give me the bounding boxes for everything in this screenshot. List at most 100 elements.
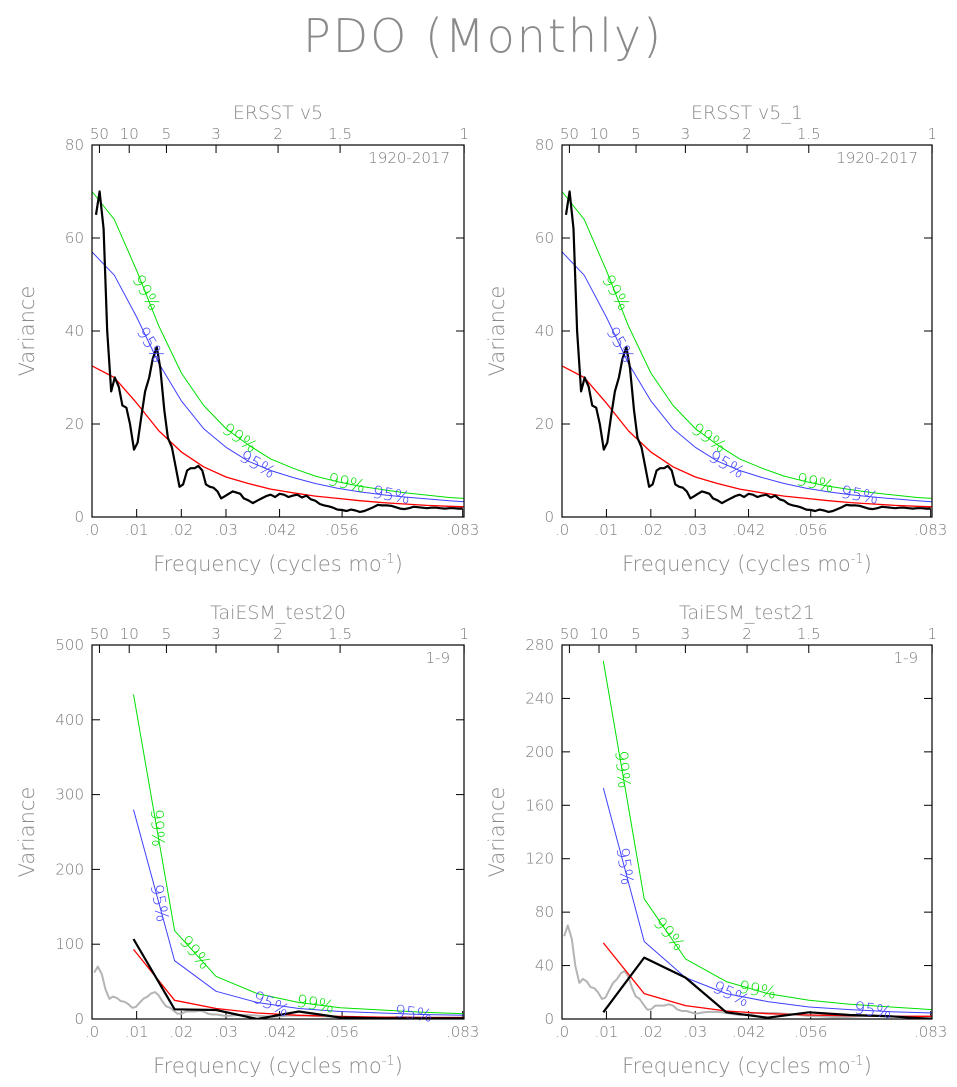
- y-tick-label: 200: [525, 743, 554, 761]
- confidence-label-99: 99%: [295, 991, 336, 1017]
- confidence-label-95: 95%: [705, 447, 748, 483]
- confidence-label-95: 95%: [612, 846, 637, 886]
- y-tick-label: 0: [544, 1010, 554, 1028]
- plot-area: [93, 694, 464, 1019]
- series-conf99: [602, 660, 932, 1011]
- y-tick-label: 100: [55, 935, 84, 953]
- confidence-label-99: 99%: [597, 272, 633, 315]
- period-tick-label: 1: [927, 625, 937, 643]
- x-tick-label: .0: [85, 1023, 99, 1041]
- x-axis-title: Frequency (cycles mo-1): [622, 1054, 872, 1078]
- x-tick-label: .0: [555, 1023, 569, 1041]
- x-axis-title: Frequency (cycles mo-1): [622, 552, 872, 576]
- panel-3: TaiESM_test20 1-9 .0 .01 .02 .03 .042 .056 .083 5…: [15, 602, 479, 1078]
- period-tick-label: 1: [927, 125, 937, 143]
- confidence-label-99: 99%: [795, 470, 836, 497]
- confidence-label-95: 95%: [602, 324, 638, 367]
- confidence-label-99: 99%: [146, 809, 167, 847]
- y-tick-label: 160: [525, 796, 554, 814]
- series-spectrum: [602, 956, 932, 1019]
- plot-frame: [561, 144, 933, 518]
- period-tick-label: 1: [459, 125, 469, 143]
- panel-2: ERSST v5_1 1920-2017 .0 .01 .02 .03 .042 .056 .0…: [485, 102, 947, 576]
- x-tick-label: .0: [85, 521, 99, 539]
- x-axis-title: Frequency (cycles mo-1): [153, 1054, 403, 1078]
- period-label: 1-9: [426, 649, 451, 667]
- period-tick-label: 50: [560, 625, 579, 643]
- y-tick-label: 40: [535, 957, 554, 975]
- y-tick-label: 60: [535, 229, 554, 247]
- y-tick-label: 80: [65, 136, 84, 154]
- plot-frame: [91, 644, 465, 1020]
- confidence-label-99: 99%: [127, 272, 163, 315]
- y-tick-label: 40: [535, 322, 554, 340]
- period-tick-label: 3: [211, 125, 221, 143]
- confidence-label-95: 95%: [393, 1002, 433, 1027]
- series-conf99: [133, 694, 464, 1015]
- y-axis-title: Variance: [485, 286, 509, 377]
- period-tick-label: 1.5: [797, 625, 821, 643]
- confidence-label-99: 99%: [649, 913, 689, 955]
- x-tick-label: .042: [732, 521, 765, 539]
- period-tick-label: 1.5: [797, 125, 821, 143]
- y-tick-label: 80: [535, 903, 554, 921]
- series-spectrum: [132, 938, 464, 1019]
- plot-frame: [561, 644, 933, 1020]
- x-tick-label: .03: [683, 1023, 707, 1041]
- y-tick-label: 400: [55, 711, 84, 729]
- x-tick-label: .056: [794, 521, 827, 539]
- confidence-label-95: 95%: [146, 883, 172, 924]
- confidence-label-95: 95%: [236, 447, 279, 483]
- x-tick-label: .056: [325, 1023, 358, 1041]
- series-red-noise: [92, 365, 464, 508]
- y-axis-title: Variance: [485, 787, 509, 878]
- y-tick-label: 80: [535, 136, 554, 154]
- x-tick-label: .042: [263, 521, 296, 539]
- period-tick-label: 1: [459, 625, 469, 643]
- confidence-label-99: 99%: [610, 750, 633, 789]
- period-tick-label: 2: [273, 625, 283, 643]
- y-tick-label: 120: [525, 850, 554, 868]
- y-tick-label: 300: [55, 786, 84, 804]
- series-spectrum: [564, 190, 931, 513]
- period-tick-label: 1.5: [328, 125, 352, 143]
- plot-area: [92, 190, 464, 513]
- x-tick-label: .02: [639, 1023, 663, 1041]
- confidence-label-95: 95%: [132, 324, 168, 367]
- y-tick-label: 500: [55, 636, 84, 654]
- plot-area: [563, 660, 932, 1019]
- series-conf95: [92, 251, 464, 503]
- x-tick-label: .01: [125, 1023, 149, 1041]
- y-tick-label: 20: [65, 415, 84, 433]
- period-tick-label: 2: [742, 625, 752, 643]
- x-tick-label: .01: [125, 521, 149, 539]
- figure-title: PDO (Monthly): [303, 9, 663, 63]
- period-tick-label: 5: [162, 125, 172, 143]
- x-tick-label: .0: [555, 521, 569, 539]
- y-tick-label: 40: [65, 322, 84, 340]
- x-axis-title: Frequency (cycles mo-1): [153, 552, 403, 576]
- y-tick-label: 200: [55, 860, 84, 878]
- period-tick-label: 5: [631, 125, 641, 143]
- y-tick-label: 0: [74, 1010, 84, 1028]
- x-tick-label: .02: [639, 521, 663, 539]
- period-tick-label: 3: [681, 125, 691, 143]
- panel-title: ERSST v5: [233, 102, 323, 124]
- series-conf95: [133, 809, 464, 1016]
- x-tick-label: .083: [446, 1023, 479, 1041]
- y-tick-label: 240: [525, 689, 554, 707]
- series-conf95: [602, 787, 932, 1014]
- y-tick-label: 0: [74, 508, 84, 526]
- series-red-noise: [562, 365, 932, 508]
- period-label: 1-9: [894, 649, 919, 667]
- panel-title: TaiESM_test21: [679, 602, 815, 624]
- y-tick-label: 60: [65, 229, 84, 247]
- plot-area: [562, 190, 932, 513]
- x-tick-label: .042: [263, 1023, 296, 1041]
- x-tick-label: .056: [325, 521, 358, 539]
- series-spectrum: [94, 190, 463, 513]
- panel-4: TaiESM_test21 1-9 .0 .01 .02 .03 .042 .056 .083 5…: [485, 602, 947, 1078]
- x-tick-label: .01: [594, 1023, 618, 1041]
- series-conf99: [562, 191, 932, 499]
